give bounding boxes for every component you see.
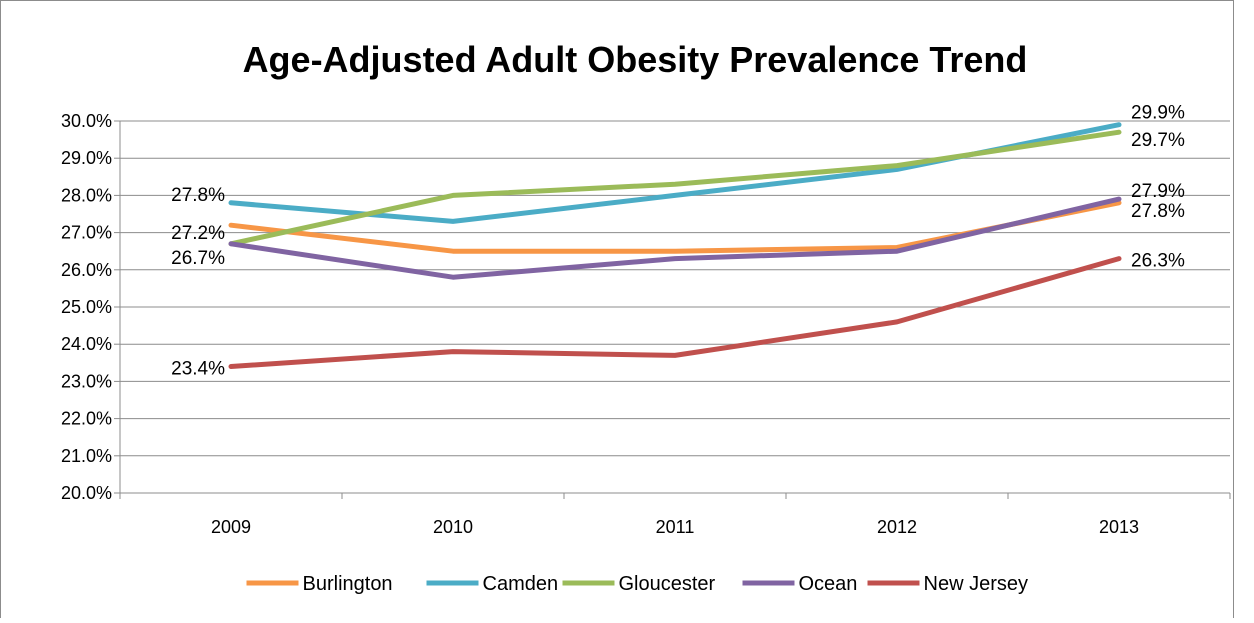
data-label-gloucester-last: 29.7% xyxy=(1131,130,1185,151)
x-tick-label: 2011 xyxy=(656,517,695,537)
y-tick-label: 26.0% xyxy=(61,260,112,280)
data-label-ocean-last: 27.9% xyxy=(1131,181,1185,202)
series-line-new-jersey xyxy=(228,256,1122,369)
data-label-camden-last: 29.9% xyxy=(1131,103,1185,124)
data-label-burlington-last: 27.8% xyxy=(1131,201,1185,222)
y-tick-label: 20.0% xyxy=(61,483,112,503)
x-tick-label: 2009 xyxy=(211,517,251,537)
chart-title: Age-Adjusted Adult Obesity Prevalence Tr… xyxy=(243,39,1028,80)
axes xyxy=(114,120,1231,499)
x-tick-label: 2012 xyxy=(877,517,917,537)
data-labels: 27.2% 27.8% 27.8% 29.9% 29.7% 26.7% 27.9% 23.4%… xyxy=(171,103,1185,380)
legend-label-burlington: Burlington xyxy=(303,573,393,595)
y-tick-label: 24.0% xyxy=(61,334,112,354)
y-tick-label: 30.0% xyxy=(61,111,112,131)
series-line-ocean xyxy=(228,196,1122,280)
legend-label-camden: Camden xyxy=(483,573,559,595)
legend-label-ocean: Ocean xyxy=(799,573,858,595)
y-tick-label: 23.0% xyxy=(61,371,112,391)
data-label-camden-first: 27.8% xyxy=(171,185,225,206)
data-label-burlington-first: 27.2% xyxy=(171,223,225,244)
series-line-gloucester xyxy=(228,129,1122,247)
x-tick-labels: 2009 2010 2011 2012 2013 xyxy=(211,517,1139,537)
y-tick-label: 21.0% xyxy=(61,446,112,466)
y-tick-labels: 20.0% 21.0% 22.0% 23.0% 24.0% 25.0% 26.0% 27.0%… xyxy=(61,111,112,503)
y-tick-label: 29.0% xyxy=(61,148,112,168)
data-label-new-jersey-last: 26.3% xyxy=(1131,251,1185,272)
data-label-new-jersey-first: 23.4% xyxy=(171,359,225,380)
series-lines xyxy=(228,122,1122,369)
data-label-ocean-first: 26.7% xyxy=(171,248,225,269)
x-tick-label: 2010 xyxy=(433,517,473,537)
y-tick-label: 22.0% xyxy=(61,409,112,429)
y-tick-label: 28.0% xyxy=(61,185,112,205)
x-tick-label: 2013 xyxy=(1099,517,1139,537)
y-tick-label: 27.0% xyxy=(61,223,112,243)
legend-label-gloucester: Gloucester xyxy=(619,573,716,595)
legend-label-new-jersey: New Jersey xyxy=(924,573,1028,595)
y-tick-label: 25.0% xyxy=(61,297,112,317)
legend: Burlington Camden Gloucester Ocean New Jerse… xyxy=(246,573,1028,595)
